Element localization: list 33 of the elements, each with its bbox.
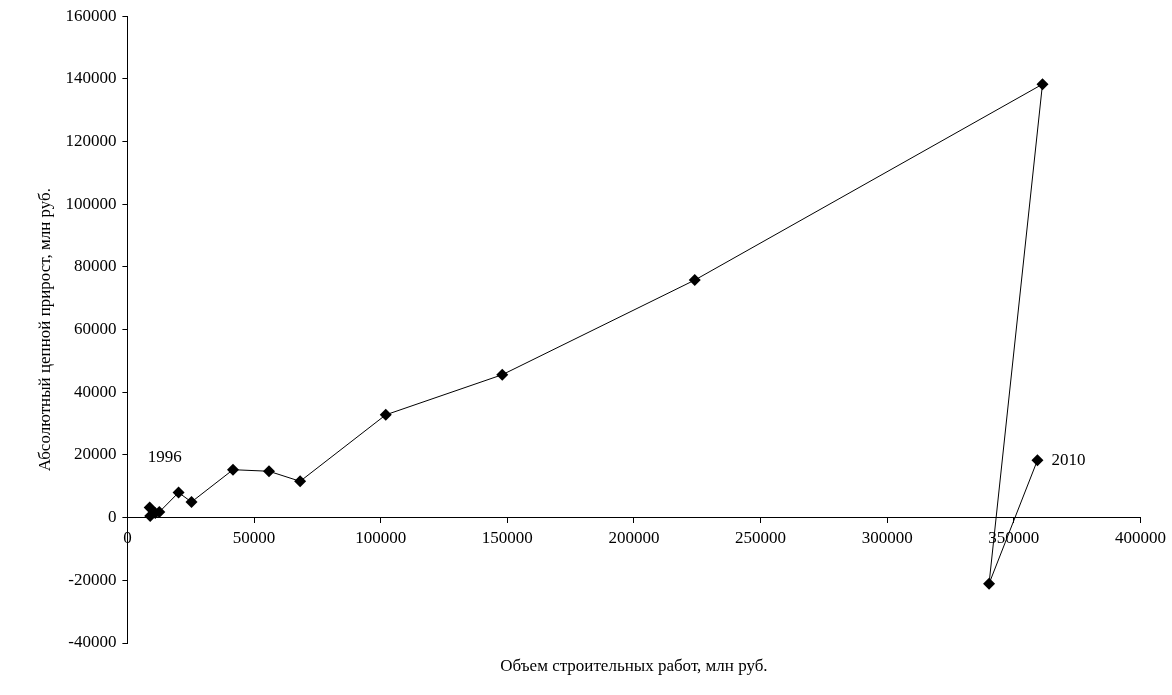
point <box>496 368 509 381</box>
y-tick-label: 40000 <box>73 381 117 401</box>
point <box>294 475 307 488</box>
x-tick-label: 50000 <box>232 528 276 548</box>
point <box>1031 454 1044 467</box>
x-tick-label: 250000 <box>735 528 787 548</box>
y-tick-label: 0 <box>107 507 117 527</box>
annotation: 1996 <box>147 447 182 467</box>
point <box>185 495 198 508</box>
x-tick-label: 400000 <box>1115 528 1166 548</box>
y-tick-label: 80000 <box>73 256 117 276</box>
point <box>172 486 185 499</box>
y-tick-label: 100000 <box>65 193 117 213</box>
x-tick-label: 150000 <box>481 528 533 548</box>
x-tick-label: 300000 <box>861 528 913 548</box>
x-tick-label: 200000 <box>608 528 660 548</box>
x-tick-label: 100000 <box>355 528 407 548</box>
annotation: 2010 <box>1051 449 1086 469</box>
y-tick-label: 20000 <box>73 444 117 464</box>
point <box>688 274 701 287</box>
y-tick-label: 120000 <box>65 131 117 151</box>
y-tick-label: 160000 <box>65 5 117 25</box>
point <box>983 577 996 590</box>
y-tick-label: -20000 <box>68 569 117 589</box>
y-tick-label: 60000 <box>73 319 117 339</box>
y-tick-label: 140000 <box>65 68 117 88</box>
y-tick-label: -40000 <box>68 632 117 652</box>
point <box>1036 78 1049 91</box>
point <box>262 465 275 478</box>
x-axis-title: Объем строительных работ, млн руб. <box>500 656 768 676</box>
point <box>227 463 240 476</box>
point <box>379 408 392 421</box>
y-axis-title: Абсолютный цепной прирост, млн руб. <box>34 188 54 472</box>
